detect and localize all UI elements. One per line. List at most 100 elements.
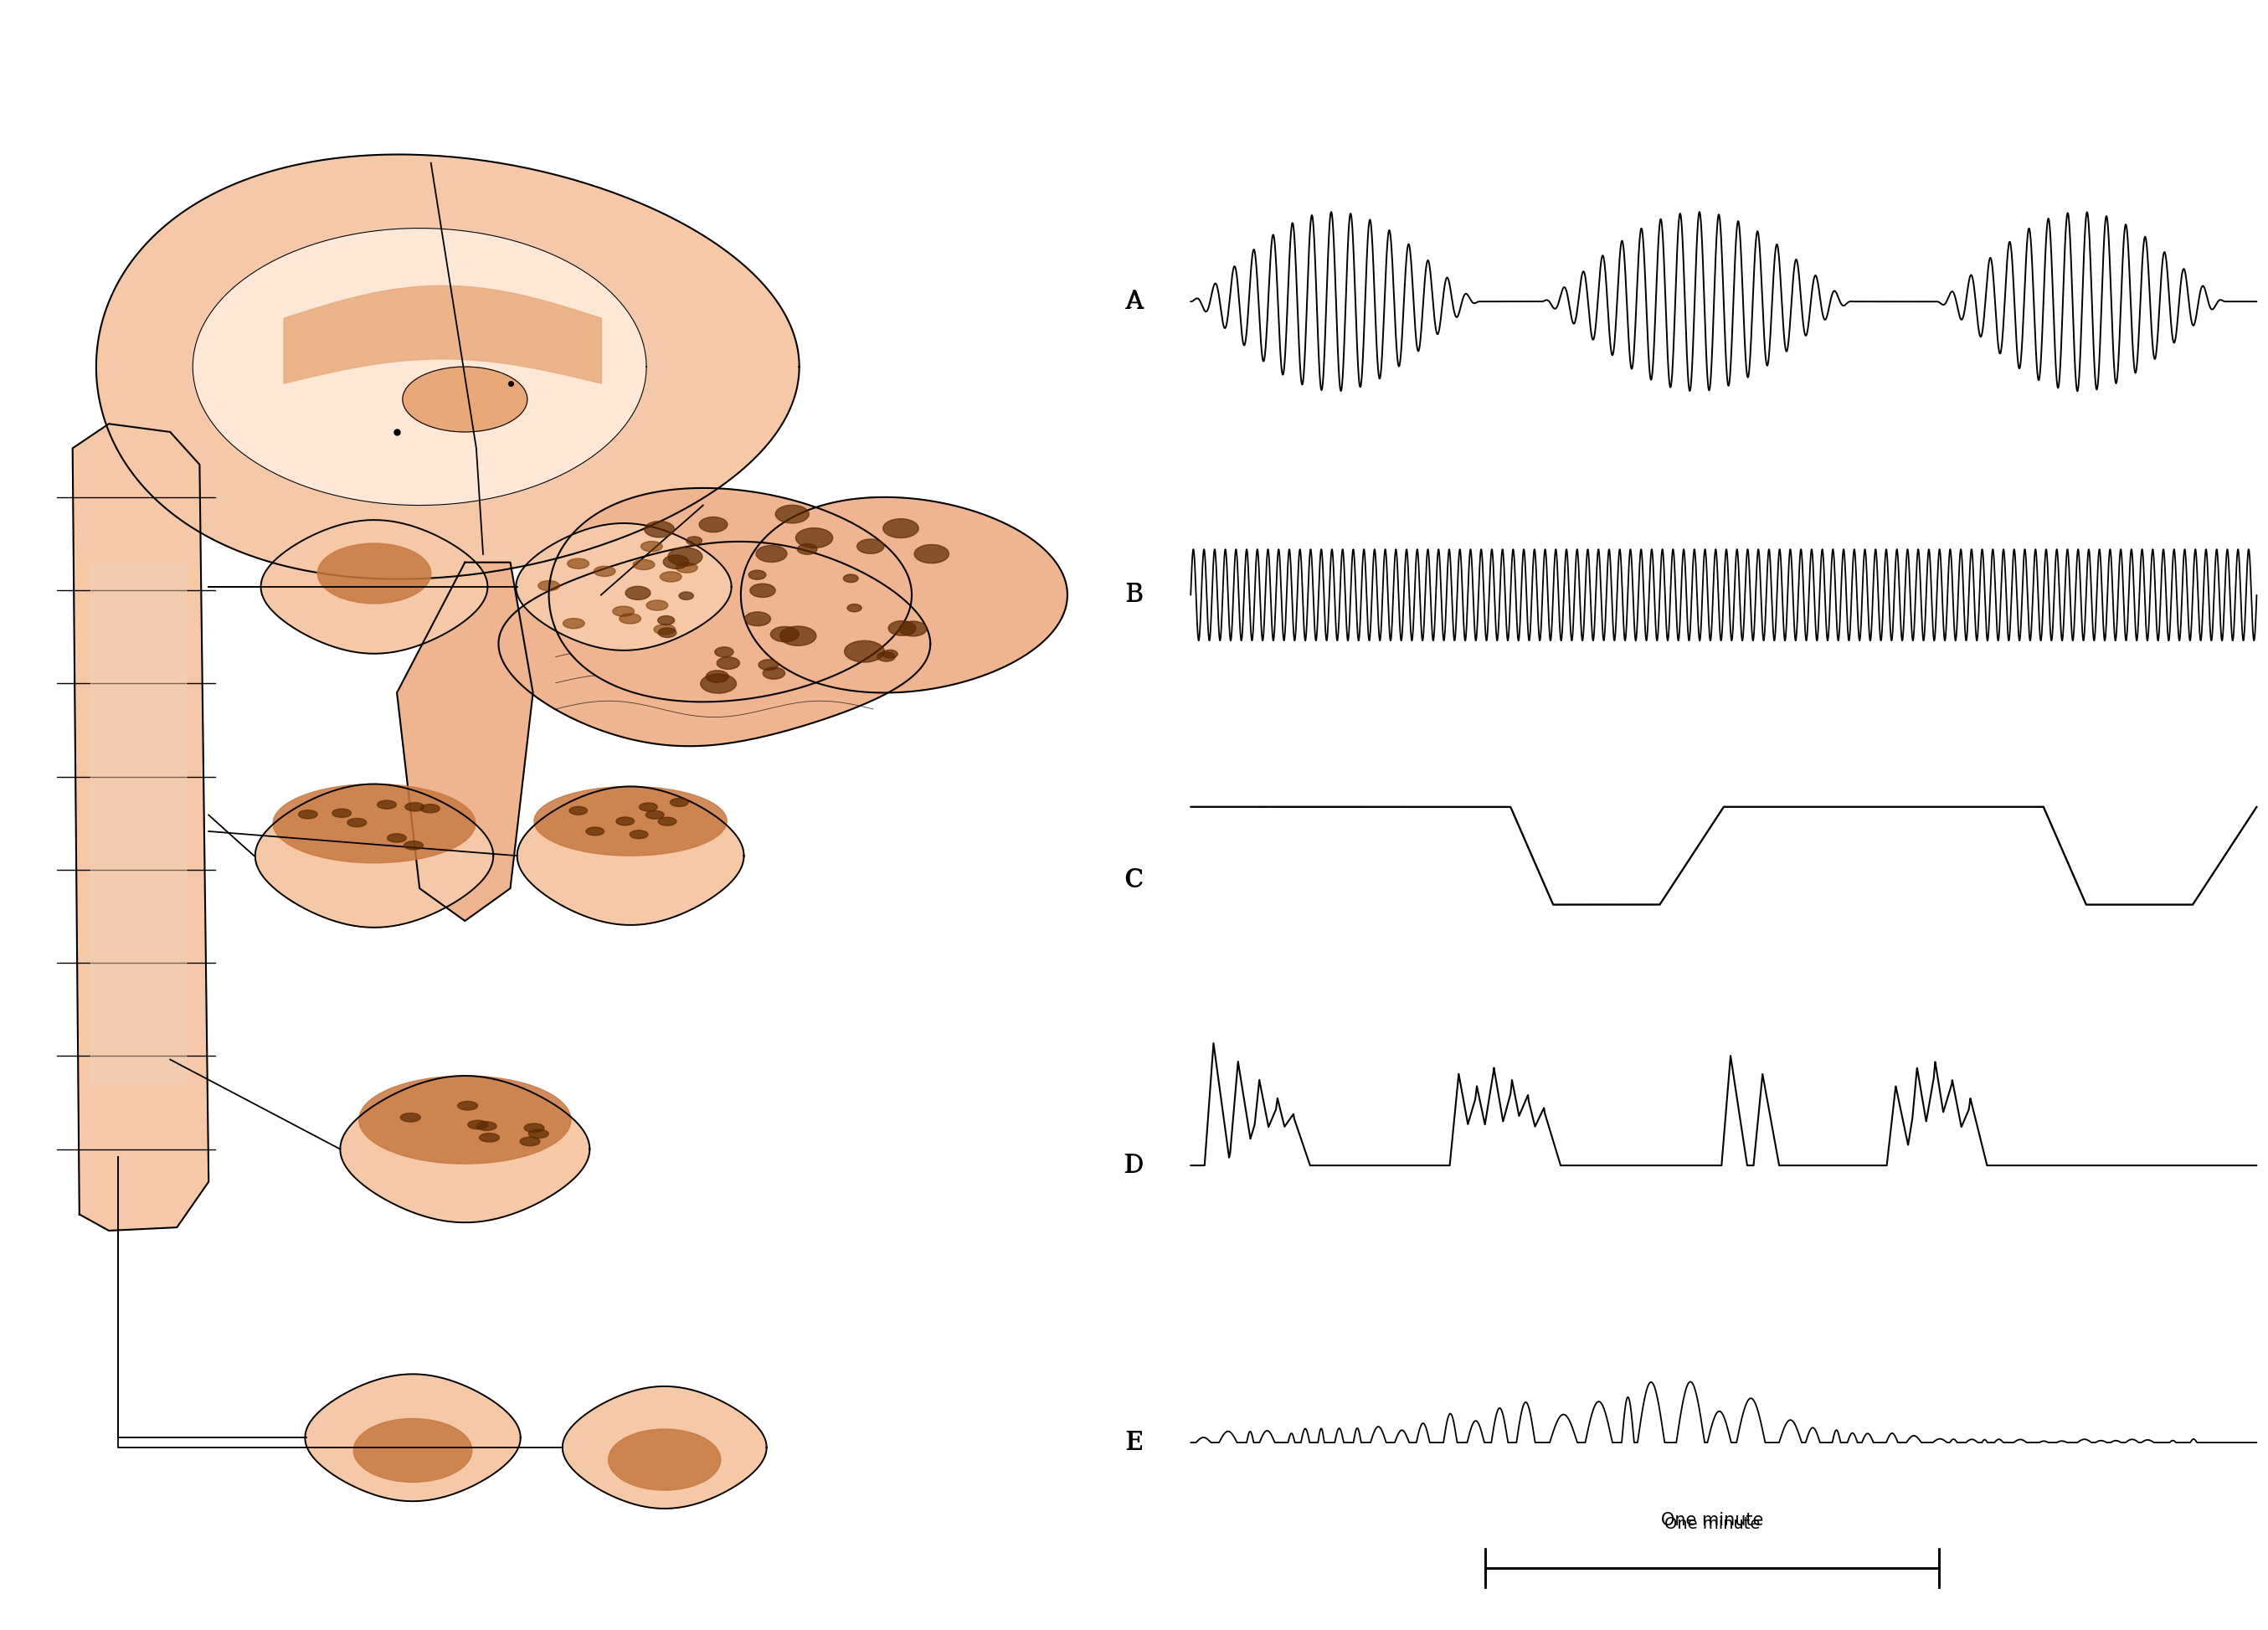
- Polygon shape: [73, 424, 209, 1231]
- Polygon shape: [193, 228, 646, 505]
- Ellipse shape: [676, 562, 699, 572]
- Ellipse shape: [678, 592, 694, 600]
- Ellipse shape: [519, 1138, 540, 1146]
- Ellipse shape: [401, 1113, 420, 1121]
- Polygon shape: [499, 541, 930, 747]
- Text: E: E: [1127, 1431, 1143, 1454]
- Polygon shape: [91, 562, 186, 1084]
- Ellipse shape: [619, 613, 642, 624]
- Ellipse shape: [640, 804, 658, 812]
- Ellipse shape: [755, 546, 787, 562]
- Ellipse shape: [633, 559, 655, 570]
- Ellipse shape: [701, 673, 737, 693]
- Polygon shape: [742, 497, 1068, 693]
- Polygon shape: [95, 155, 798, 579]
- Ellipse shape: [644, 522, 674, 538]
- Text: E: E: [1125, 1430, 1143, 1456]
- Ellipse shape: [567, 559, 590, 569]
- Ellipse shape: [798, 544, 816, 554]
- Ellipse shape: [479, 1133, 499, 1143]
- Ellipse shape: [626, 587, 651, 600]
- Ellipse shape: [889, 621, 916, 636]
- Ellipse shape: [751, 584, 776, 597]
- Ellipse shape: [898, 621, 928, 636]
- Text: C: C: [1125, 869, 1143, 892]
- Text: C: C: [1123, 867, 1143, 893]
- Text: B: B: [1125, 584, 1143, 606]
- Ellipse shape: [376, 800, 397, 808]
- Ellipse shape: [406, 802, 424, 812]
- Ellipse shape: [717, 657, 739, 670]
- Text: One minute: One minute: [1665, 1516, 1760, 1532]
- Ellipse shape: [617, 817, 635, 825]
- Ellipse shape: [660, 572, 683, 582]
- Ellipse shape: [658, 817, 676, 825]
- Ellipse shape: [318, 543, 431, 603]
- Ellipse shape: [669, 799, 687, 807]
- Ellipse shape: [331, 808, 352, 817]
- Ellipse shape: [646, 810, 665, 818]
- Ellipse shape: [562, 618, 585, 629]
- Polygon shape: [517, 523, 730, 650]
- Polygon shape: [397, 562, 533, 921]
- Ellipse shape: [535, 787, 728, 856]
- Ellipse shape: [744, 611, 771, 626]
- Ellipse shape: [538, 580, 560, 590]
- Ellipse shape: [669, 548, 703, 566]
- Polygon shape: [340, 1076, 590, 1222]
- Ellipse shape: [748, 570, 767, 580]
- Ellipse shape: [420, 804, 440, 813]
- Ellipse shape: [631, 830, 649, 838]
- Ellipse shape: [299, 810, 318, 818]
- Ellipse shape: [585, 826, 603, 836]
- Text: A: A: [1125, 289, 1143, 315]
- Ellipse shape: [882, 518, 919, 538]
- Ellipse shape: [476, 1121, 497, 1131]
- Polygon shape: [261, 520, 488, 654]
- Ellipse shape: [705, 670, 728, 683]
- Ellipse shape: [882, 650, 898, 659]
- Ellipse shape: [458, 1102, 479, 1110]
- Text: A: A: [1127, 290, 1143, 313]
- Text: One minute: One minute: [1660, 1513, 1765, 1529]
- Ellipse shape: [358, 1076, 572, 1164]
- Ellipse shape: [594, 566, 615, 577]
- Polygon shape: [549, 487, 912, 703]
- Ellipse shape: [272, 784, 476, 862]
- Ellipse shape: [658, 616, 674, 624]
- Text: D: D: [1123, 1152, 1143, 1178]
- Ellipse shape: [796, 528, 832, 548]
- Ellipse shape: [388, 833, 406, 843]
- Ellipse shape: [354, 1418, 472, 1482]
- Ellipse shape: [467, 1120, 488, 1130]
- Ellipse shape: [878, 652, 896, 662]
- Ellipse shape: [844, 641, 885, 662]
- Ellipse shape: [347, 818, 367, 826]
- Ellipse shape: [608, 1430, 721, 1490]
- Ellipse shape: [762, 667, 785, 680]
- Ellipse shape: [914, 544, 948, 564]
- Ellipse shape: [569, 807, 587, 815]
- Text: D: D: [1125, 1154, 1143, 1177]
- Ellipse shape: [612, 606, 635, 616]
- Text: B: B: [1125, 582, 1143, 608]
- Polygon shape: [306, 1374, 519, 1501]
- Ellipse shape: [642, 541, 662, 551]
- Polygon shape: [256, 784, 492, 927]
- Ellipse shape: [646, 600, 667, 610]
- Ellipse shape: [658, 628, 676, 637]
- Ellipse shape: [857, 540, 885, 554]
- Ellipse shape: [687, 536, 703, 544]
- Ellipse shape: [699, 517, 728, 531]
- Ellipse shape: [758, 660, 778, 670]
- Ellipse shape: [776, 505, 810, 523]
- Ellipse shape: [780, 626, 816, 645]
- Ellipse shape: [662, 556, 689, 569]
- Ellipse shape: [404, 841, 424, 849]
- Polygon shape: [517, 787, 744, 924]
- Ellipse shape: [844, 574, 857, 582]
- Ellipse shape: [524, 1123, 544, 1133]
- Ellipse shape: [848, 605, 862, 611]
- Ellipse shape: [401, 367, 526, 432]
- Ellipse shape: [714, 647, 733, 657]
